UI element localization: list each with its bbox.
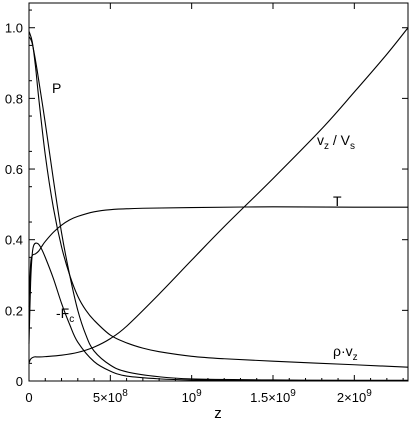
series-line--Fc <box>28 242 409 382</box>
curve-label-T: T <box>333 193 342 209</box>
x-tick-exponent: 9 <box>290 388 296 399</box>
series-line-P <box>28 36 409 381</box>
curve-label-main: v <box>317 132 324 148</box>
curve-label-main: ρ·v <box>333 343 353 359</box>
series-line-T <box>28 206 409 307</box>
curve-label--Fc: -Fc <box>56 305 74 325</box>
curve-label-main: -F <box>56 305 69 321</box>
curve-label-subscript2: s <box>350 141 355 152</box>
y-tick-label: 1.0 <box>5 21 23 36</box>
x-tick-label: 0 <box>25 390 32 405</box>
x-tick-exponent: 9 <box>196 388 202 399</box>
x-tick-label: 109 <box>182 388 202 405</box>
curve-label-vz_Vs: vz / Vs <box>317 132 355 152</box>
curve-label-subscript: c <box>69 314 74 325</box>
series-line-vz_Vs <box>28 27 409 364</box>
x-tick-exponent: 9 <box>366 388 372 399</box>
curve-label-rho_vz: ρ·vz <box>333 343 358 363</box>
plot-frame <box>28 2 409 382</box>
x-tick-mantissa: 0 <box>25 390 32 405</box>
series-line-rho_vz <box>28 31 409 368</box>
curve-label-subscript: z <box>353 352 358 363</box>
curve-label-subscript: z <box>324 141 329 152</box>
x-tick-exponent: 8 <box>122 388 128 399</box>
y-tick-label: 0.4 <box>5 233 23 248</box>
y-tick-label: 0.8 <box>5 91 23 106</box>
x-tick-mantissa: 5×10 <box>93 390 122 405</box>
axis-ticks <box>28 3 408 382</box>
x-tick-mantissa: 2×10 <box>337 390 366 405</box>
tick-labels: 00.20.40.60.81.00 5×108 109 1.5×109 2×109 <box>5 21 372 405</box>
x-tick-label: 2×109 <box>337 388 372 405</box>
curves <box>28 27 409 382</box>
curve-label-P: P <box>52 80 61 96</box>
x-tick-mantissa: 1.5×10 <box>250 390 290 405</box>
y-tick-label: 0.2 <box>5 303 23 318</box>
x-tick-label: 1.5×109 <box>250 388 296 405</box>
y-tick-label: 0.6 <box>5 162 23 177</box>
x-tick-label: 5×108 <box>93 388 128 405</box>
x-tick-mantissa: 10 <box>182 390 196 405</box>
curve-label-main: P <box>52 80 61 96</box>
x-axis-title: z <box>214 405 222 422</box>
y-tick-label: 0 <box>16 374 23 389</box>
curve-label-main: T <box>333 193 342 209</box>
curve-label-main2: / V <box>329 132 351 148</box>
